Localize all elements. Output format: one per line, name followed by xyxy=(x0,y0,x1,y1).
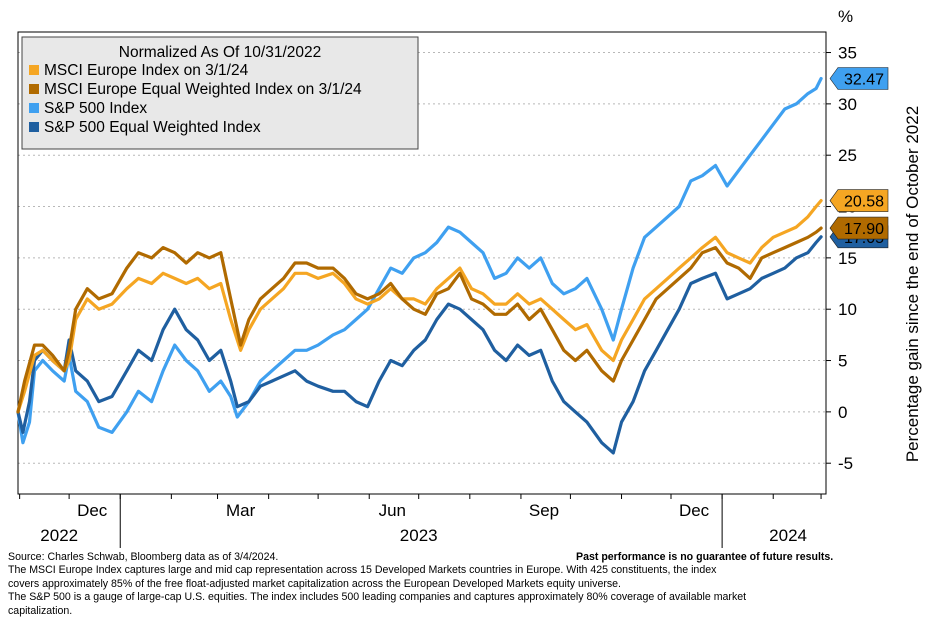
series-lines xyxy=(16,76,823,455)
legend-swatch xyxy=(29,65,39,75)
msci-description-cont: covers approximately 85% of the free flo… xyxy=(8,577,621,590)
x-month-label: Sep xyxy=(529,501,559,520)
value-tag-label: 20.58 xyxy=(844,194,884,211)
value-tag xyxy=(829,189,889,212)
y-tick-label: 25 xyxy=(838,146,857,165)
legend-label: S&P 500 Equal Weighted Index xyxy=(44,119,261,136)
x-month-label: Dec xyxy=(77,501,108,520)
footnotes: Source: Charles Schwab, Bloomberg data a… xyxy=(8,551,938,618)
y-tick-label: 35 xyxy=(838,44,857,63)
y-tick-label: 15 xyxy=(838,249,857,268)
line-chart: -505101520253035 % Percentage gain since… xyxy=(16,7,922,548)
legend-label: MSCI Europe Equal Weighted Index on 3/1/… xyxy=(44,81,362,98)
value-tag-label: 32.47 xyxy=(844,72,884,89)
value-tag-label: 17.90 xyxy=(844,221,884,238)
y-axis-title: Percentage gain since the end of October… xyxy=(903,106,922,462)
y-tick-label: 30 xyxy=(838,95,857,114)
x-axis: Dec Mar Jun Sep Dec 2022 2023 2024 xyxy=(19,494,822,548)
legend-box xyxy=(21,36,419,150)
x-year-label: 2024 xyxy=(769,526,807,545)
y-tick-label: 5 xyxy=(838,352,847,371)
y-tick-label: -5 xyxy=(838,454,853,473)
disclaimer: Past performance is no guarantee of futu… xyxy=(576,551,834,563)
legend-swatch xyxy=(29,84,39,94)
y-tick-label: 10 xyxy=(838,300,857,319)
plot-frame xyxy=(17,31,827,495)
legend-label: MSCI Europe Index on 3/1/24 xyxy=(44,62,249,79)
legend-swatch xyxy=(29,122,39,132)
sp500-description-cont: capitalization. xyxy=(8,604,73,617)
msci-description: The MSCI Europe Index captures large and… xyxy=(8,564,717,577)
legend: Normalized As Of 10/31/2022 MSCI Europe … xyxy=(21,36,419,150)
source-note: Source: Charles Schwab, Bloomberg data a… xyxy=(8,551,279,563)
y-tick-label: 0 xyxy=(838,403,847,422)
x-year-label: 2022 xyxy=(40,526,78,545)
legend-swatch xyxy=(29,103,39,113)
legend-title: Normalized As Of 10/31/2022 xyxy=(119,44,321,61)
y-unit-label: % xyxy=(838,7,853,26)
x-month-label: Mar xyxy=(226,501,256,520)
sp500-description: The S&P 500 is a gauge of large-cap U.S.… xyxy=(8,591,747,604)
value-tag xyxy=(829,67,889,90)
y-axis: -505101520253035 xyxy=(826,44,857,473)
x-month-label: Jun xyxy=(379,501,406,520)
series-line-2 xyxy=(16,76,823,445)
series-line-1 xyxy=(16,226,823,414)
x-month-label: Dec xyxy=(679,501,710,520)
x-year-label: 2023 xyxy=(400,526,438,545)
series-line-0 xyxy=(16,199,823,414)
series-line-3 xyxy=(16,235,823,455)
legend-label: S&P 500 Index xyxy=(44,100,147,117)
value-tag xyxy=(829,216,889,240)
